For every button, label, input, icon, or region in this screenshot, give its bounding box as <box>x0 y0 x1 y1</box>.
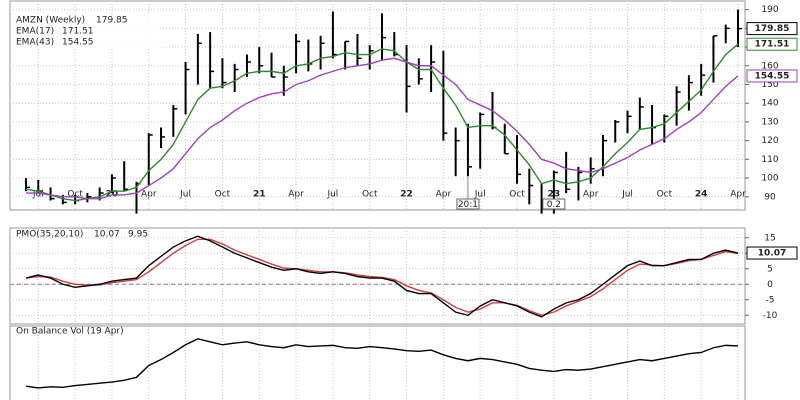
x-tick-label: Apr <box>583 190 599 200</box>
obv-panel <box>9 325 746 400</box>
panel-title: On Balance Vol (19 Apr) <box>16 327 124 337</box>
y-tick-label: 100 <box>761 174 778 184</box>
y-tick-label: -10 <box>763 311 778 321</box>
annotation: 20:1 <box>458 200 478 210</box>
x-tick-label: 24 <box>695 190 708 200</box>
legend-value: 171.51 <box>62 27 94 37</box>
legend-entry: EMA(43) <box>16 38 54 48</box>
y-tick-label: 90 <box>764 192 776 202</box>
y-tick-label: 190 <box>761 5 778 15</box>
value-box-label: 10.07 <box>758 249 786 259</box>
series-line <box>25 338 739 389</box>
value-box-label: 154.55 <box>755 71 790 81</box>
series-line <box>26 57 739 200</box>
value-box-label: 171.51 <box>755 40 790 50</box>
x-tick-label: Oct <box>215 190 231 200</box>
y-tick-label: 150 <box>761 80 778 90</box>
legend-entry: EMA(17) <box>16 27 54 37</box>
legend-bg <box>12 14 162 48</box>
x-tick-label: Oct <box>657 190 673 200</box>
value-box <box>746 22 798 36</box>
y-tick-label: 110 <box>761 155 778 165</box>
x-tick-label: 21 <box>253 190 266 200</box>
y-tick-label: 0 <box>767 280 773 290</box>
value-box <box>746 37 798 51</box>
y-tick-label: 130 <box>761 117 778 127</box>
y-tick-label: 160 <box>761 61 778 71</box>
y-tick-label: 140 <box>761 99 778 109</box>
series-line <box>25 43 739 202</box>
annotation-box <box>542 198 566 210</box>
x-tick-label: Oct <box>67 190 83 200</box>
y-tick-label: 15 <box>764 233 775 243</box>
x-tick-label: Apr <box>436 190 452 200</box>
legend-value: 10.07 <box>94 230 120 240</box>
legend-value: 179.85 <box>96 16 128 26</box>
x-tick-label: Oct <box>509 190 525 200</box>
x-tick-label: Jul <box>179 190 191 200</box>
x-tick-label: Jul <box>621 190 633 200</box>
legend-entry: PMO(35,20,10) <box>16 230 83 240</box>
pmo-panel <box>9 227 746 325</box>
x-tick-label: Jul <box>32 190 44 200</box>
annotation-box <box>456 198 480 210</box>
annotation: 0.2 <box>547 200 561 210</box>
x-tick-label: 22 <box>400 190 413 200</box>
y-tick-label: 120 <box>761 136 778 146</box>
value-box <box>746 246 798 260</box>
x-tick-label: Apr <box>141 190 157 200</box>
y-tick-label: 5 <box>767 264 773 274</box>
legend-title: AMZN (Weekly) <box>16 16 85 26</box>
price-panel <box>9 0 746 211</box>
value-box-label: 179.85 <box>755 24 790 34</box>
x-tick-label: Oct <box>362 190 378 200</box>
x-tick-label: Jul <box>474 190 486 200</box>
legend-value: 154.55 <box>62 38 94 48</box>
x-tick-label: Apr <box>288 190 304 200</box>
value-box <box>746 69 798 83</box>
series-line <box>25 235 739 318</box>
y-tick-label: -5 <box>766 295 775 305</box>
x-tick-label: Jul <box>326 190 338 200</box>
legend-value: 9.95 <box>128 230 148 240</box>
x-tick-label: Apr <box>730 190 746 200</box>
